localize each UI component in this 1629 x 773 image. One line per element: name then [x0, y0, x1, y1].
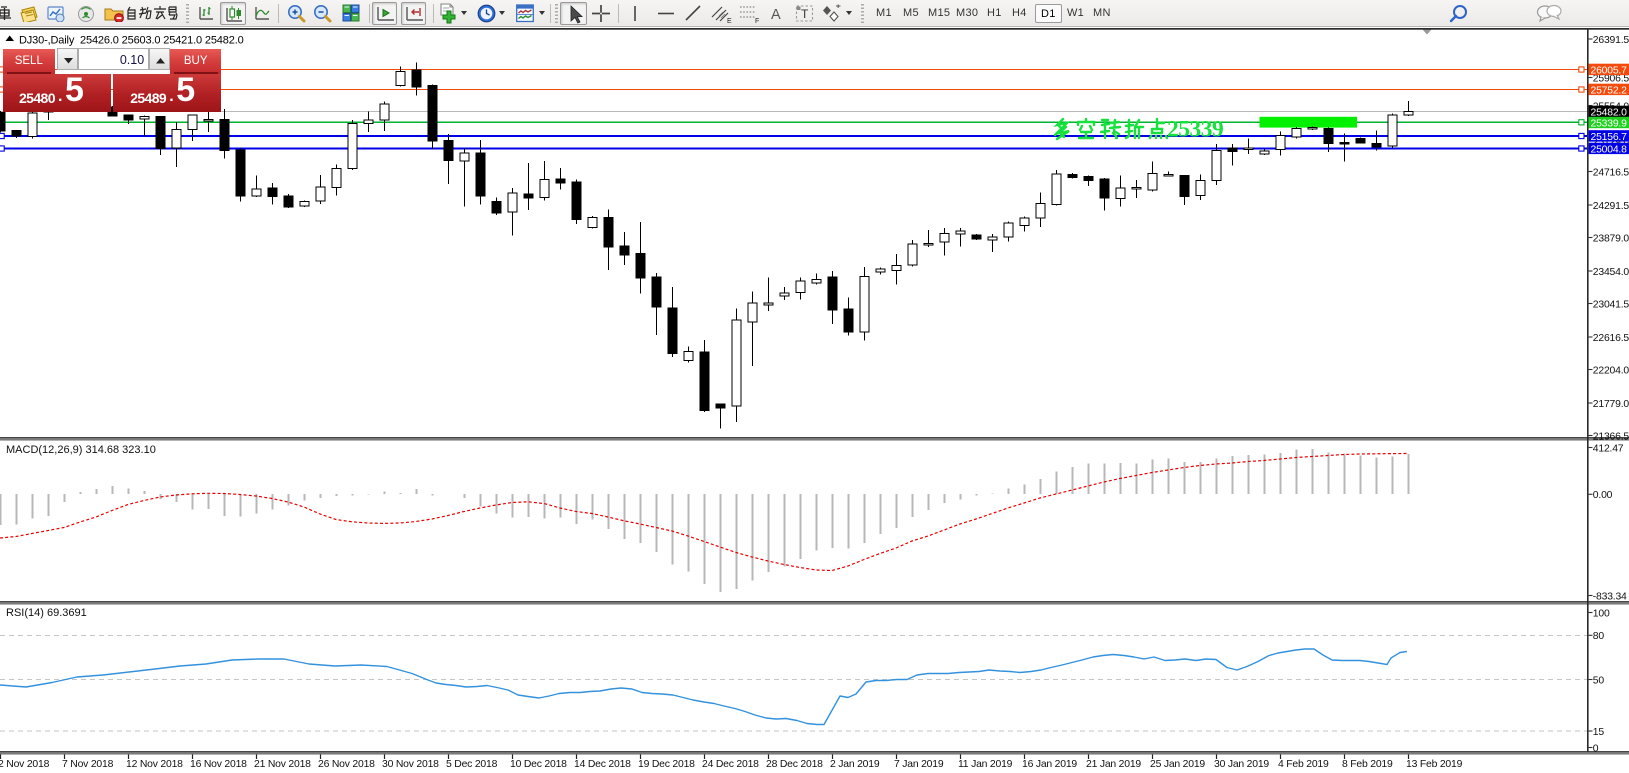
svg-text:7 Jan 2019: 7 Jan 2019	[894, 759, 944, 770]
svg-text:22204.0: 22204.0	[1593, 365, 1629, 376]
svg-text:23041.5: 23041.5	[1593, 299, 1629, 310]
svg-text:25482.0: 25482.0	[1591, 108, 1628, 119]
svg-text:E: E	[727, 18, 732, 24]
svg-text:22616.5: 22616.5	[1593, 333, 1629, 344]
svg-text:11 Jan 2019: 11 Jan 2019	[958, 759, 1013, 770]
svg-text:30 Nov 2018: 30 Nov 2018	[382, 759, 439, 770]
svg-text:23454.0: 23454.0	[1593, 267, 1629, 278]
svg-text:0: 0	[1593, 743, 1599, 754]
svg-text:13 Feb 2019: 13 Feb 2019	[1406, 759, 1463, 770]
svg-text:RSI(14) 69.3691: RSI(14) 69.3691	[6, 607, 87, 619]
svg-text:5 Dec 2018: 5 Dec 2018	[446, 759, 498, 770]
svg-text:14 Dec 2018: 14 Dec 2018	[574, 759, 631, 770]
svg-text:21 Jan 2019: 21 Jan 2019	[1086, 759, 1141, 770]
svg-text:16 Jan 2019: 16 Jan 2019	[1022, 759, 1077, 770]
svg-text:24716.5: 24716.5	[1593, 167, 1629, 178]
svg-text:12 Nov 2018: 12 Nov 2018	[126, 759, 183, 770]
svg-text:25339.9: 25339.9	[1591, 119, 1628, 130]
svg-text:F: F	[755, 18, 759, 24]
svg-text:21 Nov 2018: 21 Nov 2018	[254, 759, 311, 770]
svg-text:24291.5: 24291.5	[1593, 201, 1629, 212]
svg-text:19 Dec 2018: 19 Dec 2018	[638, 759, 695, 770]
svg-text:T: T	[801, 7, 809, 21]
svg-text:7 Nov 2018: 7 Nov 2018	[62, 759, 114, 770]
svg-text:25004.8: 25004.8	[1591, 145, 1628, 156]
svg-text:15: 15	[1593, 727, 1605, 738]
svg-text:DJ30-,Daily 25426.0 25603.0 2: DJ30-,Daily 25426.0 25603.0 25421.0 2548…	[19, 35, 244, 47]
svg-text:10 Dec 2018: 10 Dec 2018	[510, 759, 567, 770]
svg-text:25339: 25339	[1167, 117, 1223, 143]
svg-text:2 Nov 2018: 2 Nov 2018	[0, 759, 50, 770]
svg-text:25906.5: 25906.5	[1593, 73, 1629, 84]
svg-text:25752.2: 25752.2	[1591, 86, 1628, 97]
svg-text:0.00: 0.00	[1593, 490, 1613, 501]
svg-text:-833.34: -833.34	[1593, 591, 1627, 602]
svg-text:25129.0: 25129.0	[1593, 137, 1629, 148]
svg-text:30 Jan 2019: 30 Jan 2019	[1214, 759, 1269, 770]
svg-text:21366.5: 21366.5	[1593, 431, 1629, 442]
svg-text:24 Dec 2018: 24 Dec 2018	[702, 759, 759, 770]
svg-text:50: 50	[1593, 675, 1605, 686]
svg-text:28 Dec 2018: 28 Dec 2018	[766, 759, 823, 770]
svg-text:412.47: 412.47	[1593, 443, 1624, 454]
svg-text:25 Jan 2019: 25 Jan 2019	[1150, 759, 1205, 770]
svg-text:16 Nov 2018: 16 Nov 2018	[190, 759, 247, 770]
svg-text:26005.7: 26005.7	[1591, 66, 1628, 77]
svg-text:MACD(12,26,9) 314.68 323.10: MACD(12,26,9) 314.68 323.10	[6, 444, 156, 456]
svg-text:4 Feb 2019: 4 Feb 2019	[1278, 759, 1329, 770]
svg-text:2 Jan 2019: 2 Jan 2019	[830, 759, 880, 770]
svg-text:23879.0: 23879.0	[1593, 233, 1629, 244]
svg-text:8 Feb 2019: 8 Feb 2019	[1342, 759, 1393, 770]
svg-text:26391.5: 26391.5	[1593, 35, 1629, 46]
svg-text:80: 80	[1593, 631, 1605, 642]
svg-text:A: A	[771, 7, 781, 23]
svg-text:25156.7: 25156.7	[1591, 132, 1628, 143]
svg-text:100: 100	[1593, 608, 1610, 619]
svg-text:21779.0: 21779.0	[1593, 399, 1629, 410]
svg-text:26 Nov 2018: 26 Nov 2018	[318, 759, 375, 770]
